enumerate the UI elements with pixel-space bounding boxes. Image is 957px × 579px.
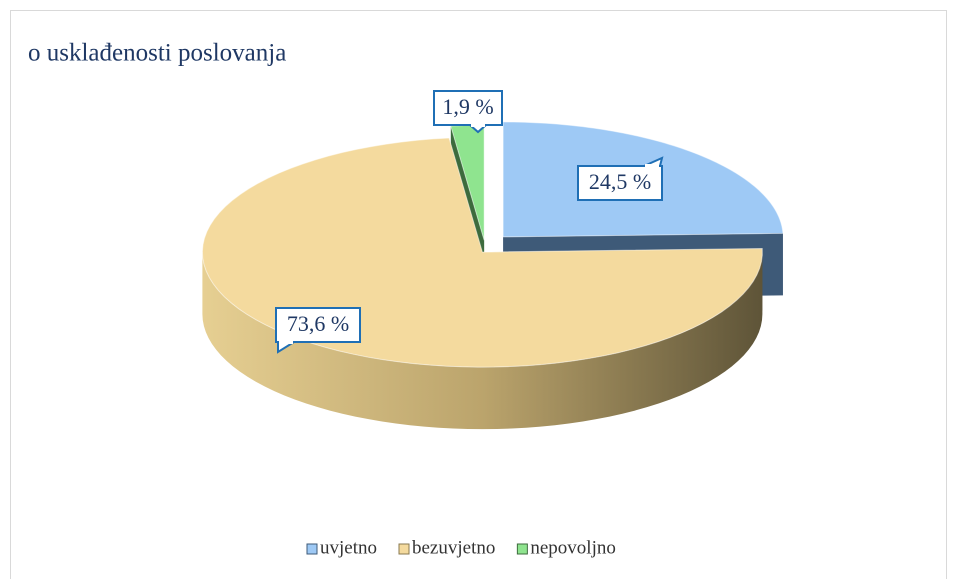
- legend-label: bezuvjetno: [412, 537, 495, 558]
- label-callout: [275, 307, 361, 343]
- slice-side: [202, 252, 763, 430]
- label-callout: [577, 165, 663, 201]
- data-label: 1,9 %: [442, 94, 493, 119]
- label-mask: [471, 123, 485, 127]
- data-label: 24,5 %: [589, 169, 651, 194]
- chart-title: o usklađenosti poslovanja: [28, 40, 286, 67]
- legend-label: uvjetno: [320, 537, 377, 558]
- legend-marker: [398, 543, 410, 555]
- label-mask: [645, 164, 659, 168]
- legend-marker: [306, 543, 318, 555]
- label-mask: [279, 340, 293, 344]
- legend-marker: [516, 543, 528, 555]
- data-label: 73,6 %: [287, 311, 349, 336]
- legend-label: nepovoljno: [530, 537, 616, 558]
- label-callout: [433, 90, 503, 126]
